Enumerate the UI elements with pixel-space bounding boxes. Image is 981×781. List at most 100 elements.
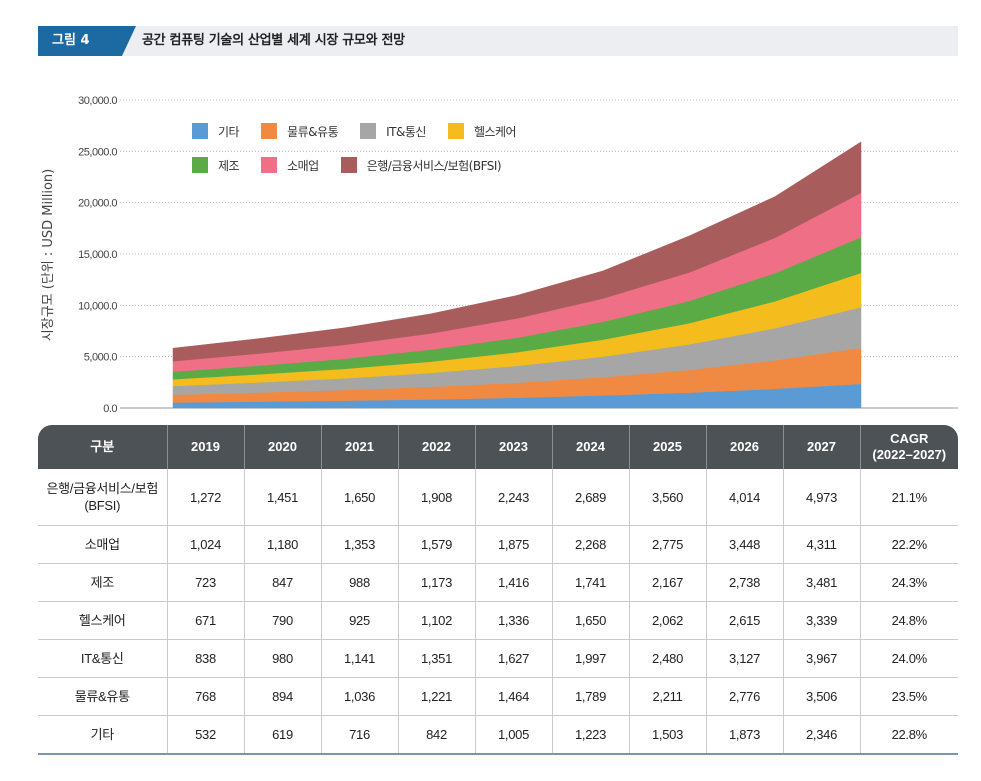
- stacked-area-chart: 0.0 5,000.0 10,000.0 15,000.0 20,000.0 25,000…: [41, 95, 958, 415]
- y-tick-label: 15,000.0: [78, 249, 117, 261]
- legend-label: 헬스케어: [473, 124, 517, 139]
- y-tick-layer: 0.0 5,000.0 10,000.0 15,000.0 20,000.0 25,000…: [78, 95, 118, 415]
- value-cell: 1,221: [398, 677, 476, 716]
- value-cell: 1,873: [706, 715, 784, 755]
- row-category-label: 은행/금융서비스/보험: [46, 481, 159, 496]
- y-tick-label: 5,000.0: [84, 352, 118, 364]
- value-cell: 2,243: [475, 469, 553, 526]
- row-category-cell: 물류&유통: [38, 677, 168, 716]
- value-cell: 4,973: [783, 469, 861, 526]
- row-category-cell: 소매업: [38, 525, 168, 564]
- value-cell: 1,650: [552, 601, 630, 640]
- value-cell: 1,141: [321, 639, 399, 678]
- legend-row: 기타 물류&유통 IT&통신 헬스케어: [192, 120, 612, 142]
- value-cell: 1,272: [167, 469, 245, 526]
- value-cell: 838: [167, 639, 245, 678]
- legend-label: 기타: [218, 124, 240, 139]
- y-axis-label: 시장규모 (단위 : USD Million): [41, 169, 56, 341]
- y-tick-label: 0.0: [103, 403, 117, 415]
- table-row: 기타 532 619 716 842 1,005 1,223 1,503 1,873 2,346 2…: [38, 715, 958, 755]
- area-layer: [172, 141, 862, 409]
- value-cell: 716: [321, 715, 399, 755]
- value-cell: 1,024: [167, 525, 245, 564]
- row-category-cell: 은행/금융서비스/보험 (BFSI): [38, 469, 168, 526]
- figure-badge: 그림 4: [38, 26, 122, 56]
- value-cell: 2,268: [552, 525, 630, 564]
- value-cell: 1,102: [398, 601, 476, 640]
- value-cell: 1,650: [321, 469, 399, 526]
- value-cell: 1,173: [398, 563, 476, 602]
- value-cell: 2,775: [629, 525, 707, 564]
- cagr-header-line1: CAGR: [890, 431, 929, 446]
- value-cell: 1,353: [321, 525, 399, 564]
- row-category-cell: IT&통신: [38, 639, 168, 678]
- value-cell: 1,503: [629, 715, 707, 755]
- value-cell: 3,506: [783, 677, 861, 716]
- value-cell: 1,789: [552, 677, 630, 716]
- value-cell: 988: [321, 563, 399, 602]
- y-tick-label: 25,000.0: [78, 146, 117, 158]
- legend-swatch: [447, 123, 464, 139]
- legend-item: 물류&유통: [261, 123, 339, 140]
- area-series-7: [172, 141, 862, 362]
- table-row: 물류&유통 768 894 1,036 1,221 1,464 1,789 2,211 2,77…: [38, 677, 958, 716]
- value-cell: 1,416: [475, 563, 553, 602]
- table-row: IT&통신 838 980 1,141 1,351 1,627 1,997 2,480 3,12…: [38, 639, 958, 678]
- value-cell: 768: [167, 677, 245, 716]
- value-cell: 980: [244, 639, 322, 678]
- header-cell: 2027: [783, 425, 861, 469]
- value-cell: 1,741: [552, 563, 630, 602]
- y-tick-label: 20,000.0: [78, 198, 117, 210]
- row-category-cell: 제조: [38, 563, 168, 602]
- table-body: 은행/금융서비스/보험 (BFSI) 1,272 1,451 1,650 1,908 2,2…: [38, 469, 958, 755]
- header-cell: 2020: [244, 425, 322, 469]
- value-cell: 2,062: [629, 601, 707, 640]
- value-cell: 2,211: [629, 677, 707, 716]
- legend-swatch: [192, 123, 208, 139]
- value-cell: 2,776: [706, 677, 784, 716]
- row-category-label: 소매업: [84, 537, 120, 552]
- row-category-label-sub: (BFSI): [84, 498, 121, 513]
- cagr-cell: 24.3%: [860, 563, 958, 602]
- header-cell: 2022: [398, 425, 476, 469]
- legend-label: 소매업: [287, 158, 319, 173]
- legend-label: 물류&유통: [287, 124, 339, 139]
- row-category-cell: 헬스케어: [38, 601, 168, 640]
- legend-swatch: [192, 157, 208, 173]
- legend-label: 은행/금융서비스/보험(BFSI): [366, 158, 502, 173]
- value-cell: 1,579: [398, 525, 476, 564]
- value-cell: 1,180: [244, 525, 322, 564]
- chart-legend: 기타 물류&유통 IT&통신 헬스케어 제조 소매업 은행/금융서비스/보험(BFSI): [192, 120, 612, 188]
- value-cell: 1,627: [475, 639, 553, 678]
- header-cell: 2023: [475, 425, 553, 469]
- header-cell: 2024: [552, 425, 630, 469]
- value-cell: 925: [321, 601, 399, 640]
- value-cell: 619: [244, 715, 322, 755]
- legend-swatch: [261, 123, 278, 139]
- value-cell: 1,997: [552, 639, 630, 678]
- value-cell: 2,615: [706, 601, 784, 640]
- figure-header: 그림 4 공간 컴퓨팅 기술의 산업별 세계 시장 규모와 전망: [38, 26, 958, 56]
- table-row: 은행/금융서비스/보험 (BFSI) 1,272 1,451 1,650 1,908 2,2…: [38, 469, 958, 526]
- value-cell: 842: [398, 715, 476, 755]
- header-cell-cagr: CAGR (2022–2027): [860, 425, 958, 469]
- table-row: 소매업 1,024 1,180 1,353 1,579 1,875 2,268 2,775 3,…: [38, 525, 958, 564]
- value-cell: 3,967: [783, 639, 861, 678]
- legend-item: 헬스케어: [447, 123, 517, 140]
- header-cell: 2026: [706, 425, 784, 469]
- value-cell: 2,167: [629, 563, 707, 602]
- header-cell: 2021: [321, 425, 399, 469]
- value-cell: 3,560: [629, 469, 707, 526]
- value-cell: 1,908: [398, 469, 476, 526]
- table-row: 제조 723 847 988 1,173 1,416 1,741 2,167 2,738 3,48…: [38, 563, 958, 602]
- cagr-header-line2: (2022–2027): [872, 447, 947, 462]
- value-cell: 847: [244, 563, 322, 602]
- value-cell: 1,351: [398, 639, 476, 678]
- row-category-cell: 기타: [38, 715, 168, 755]
- legend-row: 제조 소매업 은행/금융서비스/보험(BFSI): [192, 154, 612, 176]
- value-cell: 2,346: [783, 715, 861, 755]
- value-cell: 3,127: [706, 639, 784, 678]
- value-cell: 1,464: [475, 677, 553, 716]
- value-cell: 671: [167, 601, 245, 640]
- value-cell: 894: [244, 677, 322, 716]
